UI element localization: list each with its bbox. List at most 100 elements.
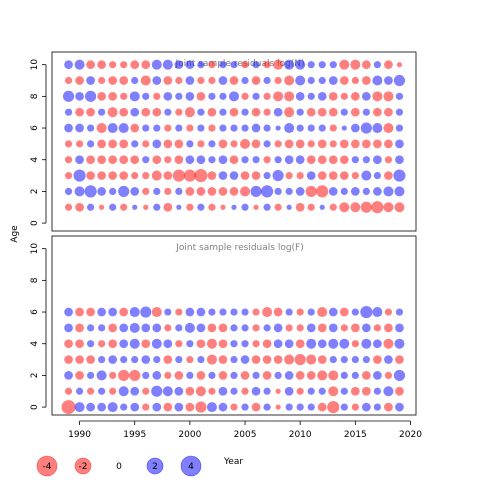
residual-bubble-log-f	[317, 355, 327, 364]
residual-bubble-log-n	[152, 139, 162, 149]
residual-bubble-log-f	[262, 339, 272, 349]
residual-bubble-log-f	[98, 355, 106, 364]
residual-bubble-log-f	[206, 402, 217, 413]
residual-bubble-log-f	[87, 371, 95, 379]
residual-bubble-log-f	[230, 371, 238, 379]
residual-bubble-log-n	[328, 171, 338, 180]
residual-bubble-log-f	[296, 308, 304, 316]
residual-bubble-log-n	[129, 91, 140, 102]
residual-bubble-log-f	[383, 386, 394, 397]
residual-bubble-log-n	[285, 187, 293, 195]
residual-bubble-log-f	[75, 371, 84, 380]
residual-bubble-log-f	[129, 369, 141, 381]
residual-bubble-log-n	[339, 202, 350, 213]
residual-bubble-log-n	[295, 187, 305, 196]
residual-bubble-log-n	[263, 203, 271, 211]
residual-bubble-log-f	[393, 369, 406, 381]
residual-bubble-log-n	[395, 92, 404, 100]
residual-bubble-log-n	[263, 156, 271, 164]
residual-bubble-log-f	[61, 400, 76, 415]
legend: -4 -2 0 2 4	[36, 455, 202, 477]
residual-bubble-log-n	[329, 61, 337, 69]
residual-bubble-log-f	[373, 387, 381, 395]
residual-bubble-log-n	[230, 124, 238, 132]
residual-bubble-log-n	[64, 203, 73, 211]
residual-bubble-log-f	[275, 404, 281, 410]
residual-bubble-log-f	[306, 371, 316, 380]
residual-bubble-log-n	[185, 60, 195, 70]
residual-bubble-log-f	[306, 323, 316, 333]
residual-bubble-log-f	[64, 387, 73, 395]
residual-bubble-log-n	[119, 76, 129, 85]
residual-bubble-log-n	[295, 75, 306, 86]
residual-bubble-log-f	[64, 355, 73, 364]
residual-bubble-log-n	[208, 124, 216, 132]
residual-bubble-log-n	[174, 155, 184, 165]
residual-bubble-log-n	[286, 204, 292, 210]
residual-bubble-log-n	[119, 107, 129, 117]
residual-bubble-log-f	[360, 305, 373, 319]
residual-bubble-log-n	[119, 155, 129, 165]
residual-bubble-log-n	[109, 203, 117, 211]
residual-bubble-log-f	[295, 371, 305, 380]
residual-bubble-log-n	[219, 124, 227, 132]
residual-bubble-log-n	[218, 139, 228, 149]
residual-bubble-log-f	[196, 307, 206, 317]
residual-bubble-log-n	[208, 76, 216, 85]
residual-bubble-log-n	[85, 90, 97, 102]
y-tick-label-log-f: 8	[30, 277, 40, 283]
residual-bubble-log-n	[295, 155, 305, 165]
residual-bubble-log-n	[153, 187, 161, 195]
residual-bubble-log-n	[120, 61, 128, 69]
residual-bubble-log-n	[197, 76, 205, 85]
residual-bubble-log-n	[373, 61, 381, 69]
residual-bubble-log-n	[142, 156, 150, 164]
residual-bubble-log-n	[328, 107, 338, 117]
residual-bubble-log-f	[230, 340, 238, 348]
residual-bubble-log-n	[97, 187, 106, 196]
residual-bubble-log-f	[395, 386, 404, 396]
residual-bubble-log-n	[151, 59, 162, 70]
residual-bubble-log-f	[141, 323, 151, 333]
residual-bubble-log-f	[275, 388, 281, 394]
residual-bubble-log-f	[285, 324, 293, 332]
y-tick-label-log-f: 2	[30, 373, 40, 379]
residual-bubble-log-f	[87, 340, 95, 348]
residual-bubble-log-n	[163, 139, 173, 149]
residual-bubble-log-n	[362, 108, 370, 116]
residual-bubble-log-f	[64, 371, 73, 380]
residual-bubble-log-f	[274, 371, 282, 379]
residual-bubble-log-f	[97, 307, 106, 317]
residual-bubble-log-f	[317, 307, 328, 318]
residual-bubble-log-n	[196, 91, 206, 101]
residual-bubble-log-f	[130, 386, 140, 396]
residual-bubble-log-n	[62, 90, 75, 102]
residual-bubble-log-f	[218, 386, 228, 396]
residual-bubble-log-n	[384, 171, 393, 180]
residual-bubble-log-n	[273, 91, 284, 102]
residual-bubble-log-f	[262, 307, 273, 318]
residual-bubble-log-n	[384, 60, 393, 70]
residual-bubble-log-n	[141, 107, 151, 117]
residual-bubble-log-f	[208, 371, 216, 379]
residual-bubble-log-f	[351, 340, 359, 348]
residual-bubble-log-f	[109, 387, 117, 395]
x-tick-label: 2015	[344, 430, 367, 440]
residual-bubble-log-f	[96, 370, 107, 381]
residual-bubble-log-n	[208, 92, 216, 100]
residual-bubble-log-n	[307, 124, 315, 132]
residual-bubble-log-n	[306, 107, 316, 117]
residual-bubble-log-n	[185, 187, 195, 196]
residual-bubble-log-n	[328, 187, 338, 196]
residual-bubble-log-n	[97, 155, 106, 165]
residual-bubble-log-n	[316, 185, 329, 198]
residual-bubble-log-f	[75, 307, 84, 317]
residual-bubble-log-f	[230, 387, 238, 395]
residual-bubble-log-n	[362, 60, 371, 70]
residual-bubble-log-f	[307, 387, 315, 395]
x-tick-label: 1990	[68, 430, 91, 440]
residual-bubble-log-n	[197, 108, 205, 116]
residual-bubble-log-n	[251, 76, 261, 85]
panel-log-f-y-axis: 0 2 4 6 8 10	[30, 243, 47, 410]
